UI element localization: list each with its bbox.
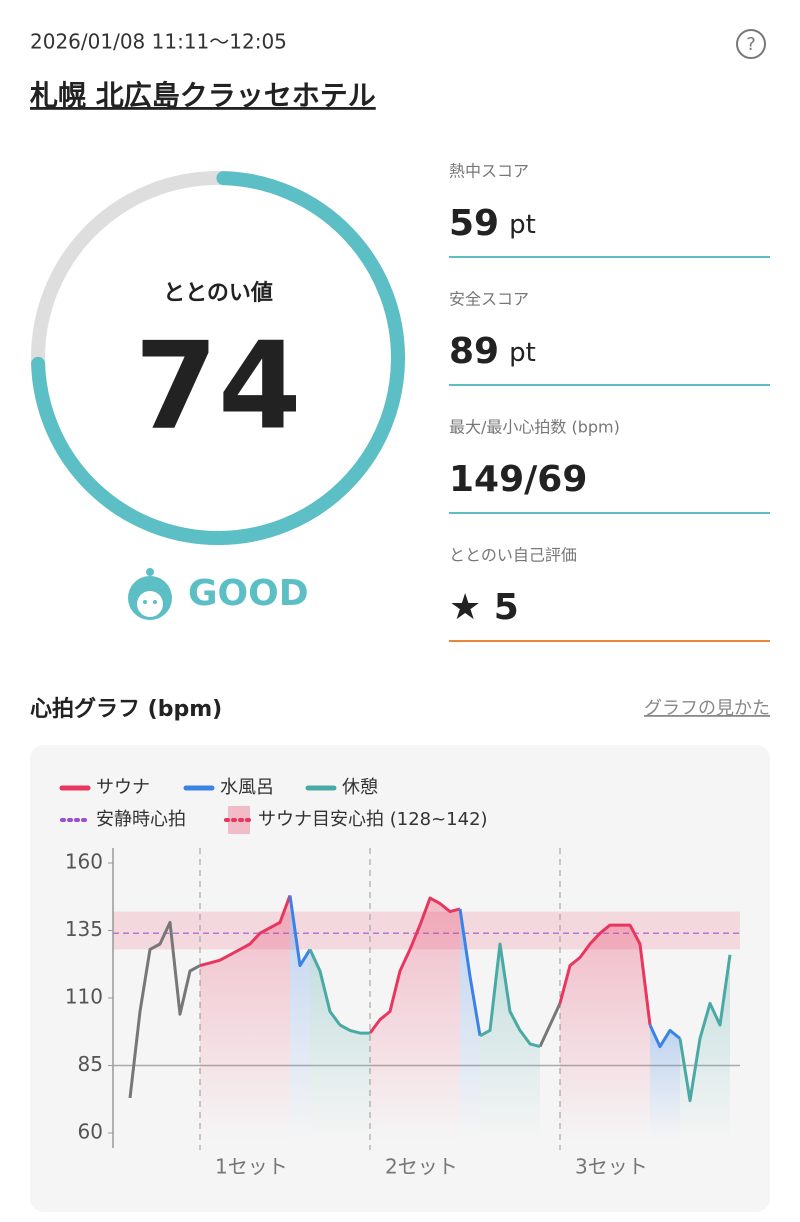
stat-number: ★ 5	[449, 587, 519, 628]
legend-label: サウナ目安心拍 (128~142)	[258, 809, 488, 830]
stat-label: 安全スコア	[449, 290, 529, 309]
hr-line	[128, 920, 562, 1099]
graph-help[interactable]: グラフの見かた	[644, 698, 770, 719]
stat-value: 59 pt	[449, 203, 536, 244]
place[interactable]: 札幌 北広島クラッセホテル	[30, 79, 376, 112]
status: GOOD	[188, 573, 309, 614]
datetime: 2026/01/08 11:11〜12:05	[30, 30, 287, 54]
y-tick-label: 110	[65, 985, 103, 1009]
stat-unit: pt	[509, 210, 536, 240]
stat-value: 149/69	[449, 459, 587, 500]
help-icon[interactable]: ?	[736, 29, 766, 59]
legend-label: 水風呂	[220, 777, 274, 798]
area	[370, 898, 460, 1140]
stat-value: ★ 5	[449, 587, 519, 628]
legend-label: 安静時心拍	[96, 809, 186, 830]
score-label: ととのい値	[163, 281, 273, 306]
stat-value: 89 pt	[449, 331, 536, 372]
set-label: 2セット	[385, 1155, 458, 1179]
legend-label: 休憩	[342, 777, 378, 798]
stat-label: 最大/最小心拍数 (bpm)	[449, 418, 620, 437]
y-tick-label: 60	[78, 1120, 103, 1144]
stat-number: 59	[449, 203, 499, 244]
legend-label: サウナ	[96, 777, 150, 798]
area	[650, 1025, 680, 1140]
hr-line	[288, 895, 681, 1049]
score-value: 74	[135, 318, 302, 457]
area	[560, 925, 650, 1140]
y-tick-label: 85	[78, 1052, 103, 1076]
stat-label: 熱中スコア	[449, 162, 529, 181]
stat-number: 149/69	[449, 459, 587, 500]
set-label: 3セット	[575, 1155, 648, 1179]
stat-number: 89	[449, 331, 499, 372]
hr-line	[308, 942, 732, 1103]
area	[290, 895, 310, 1140]
stat-unit: pt	[509, 338, 536, 368]
y-tick-label: 135	[65, 917, 103, 941]
area	[200, 895, 290, 1140]
graph-title: 心拍グラフ (bpm)	[30, 696, 222, 722]
set-label: 1セット	[215, 1155, 288, 1179]
ring-value	[31, 171, 405, 545]
y-tick-label: 160	[65, 850, 103, 874]
svg-text:?: ?	[746, 34, 756, 55]
area	[460, 908, 480, 1140]
face-icon	[128, 568, 172, 620]
stat-label: ととのい自己評価	[449, 546, 577, 565]
hr-line	[199, 894, 652, 1034]
